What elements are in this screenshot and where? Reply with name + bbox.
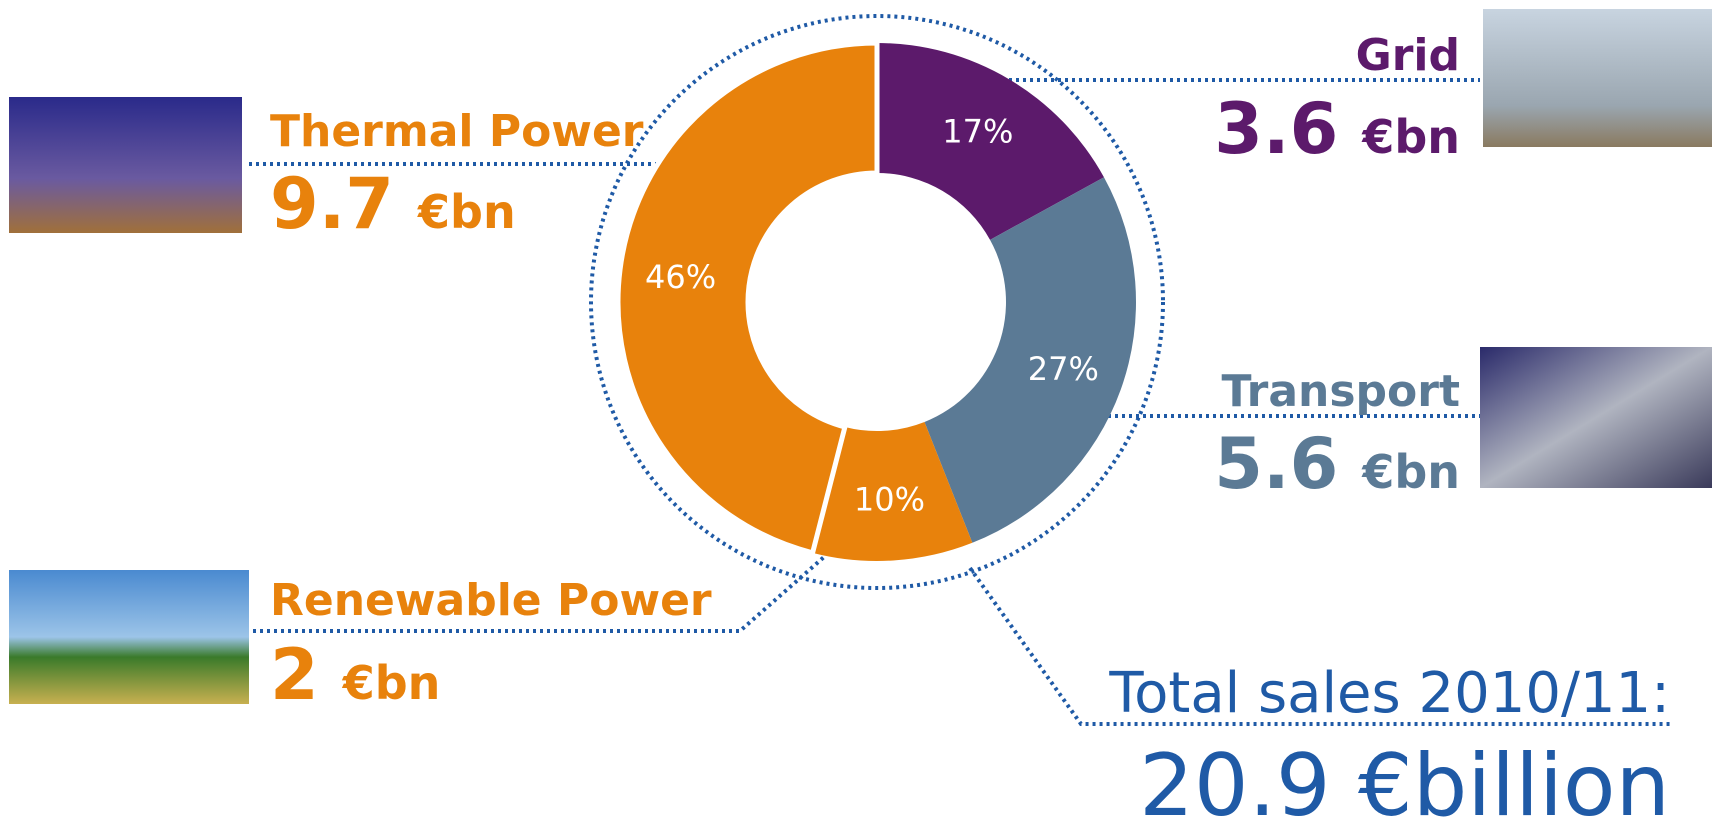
amount-unit: €bn [1361,445,1460,499]
renewable-photo [9,570,249,704]
segment-amount: 9.7 €bn [270,163,516,245]
segment-name: Transport [1221,366,1460,417]
slice-label: 17% [942,113,1013,151]
segment-name: Grid [1356,30,1460,81]
total-unit: €billion [1358,736,1670,821]
slice-label: 27% [1028,350,1099,388]
segment-amount: 3.6 €bn [1214,88,1460,170]
total: 20.9 €billion [1139,736,1670,821]
slice-label: 10% [854,481,925,519]
segment-amount: 5.6 €bn [1214,423,1460,505]
grid-photo [1483,9,1712,147]
amount-unit: €bn [342,656,441,710]
amount-unit: €bn [1361,110,1460,164]
total-value: 20.9 [1139,736,1330,821]
total-label: Total sales 2010/11: [1108,661,1670,726]
page: Total sales 2010/11: 20.9 €billion 17% 27… [0,0,1712,821]
transport-photo [1480,347,1712,488]
amount-value: 5.6 [1214,423,1338,505]
amount-value: 9.7 [270,163,394,245]
slice-label: 46% [645,258,716,296]
chart: Total sales 2010/11: 20.9 €billion 17% 27… [0,0,1712,821]
segment-amount: 2 €bn [270,634,440,716]
amount-unit: €bn [417,185,516,239]
amount-value: 2 [270,634,319,716]
thermal-photo [9,97,242,233]
amount-value: 3.6 [1214,88,1338,170]
segment-name: Renewable Power [270,575,712,626]
segment-name: Thermal Power [270,106,644,157]
